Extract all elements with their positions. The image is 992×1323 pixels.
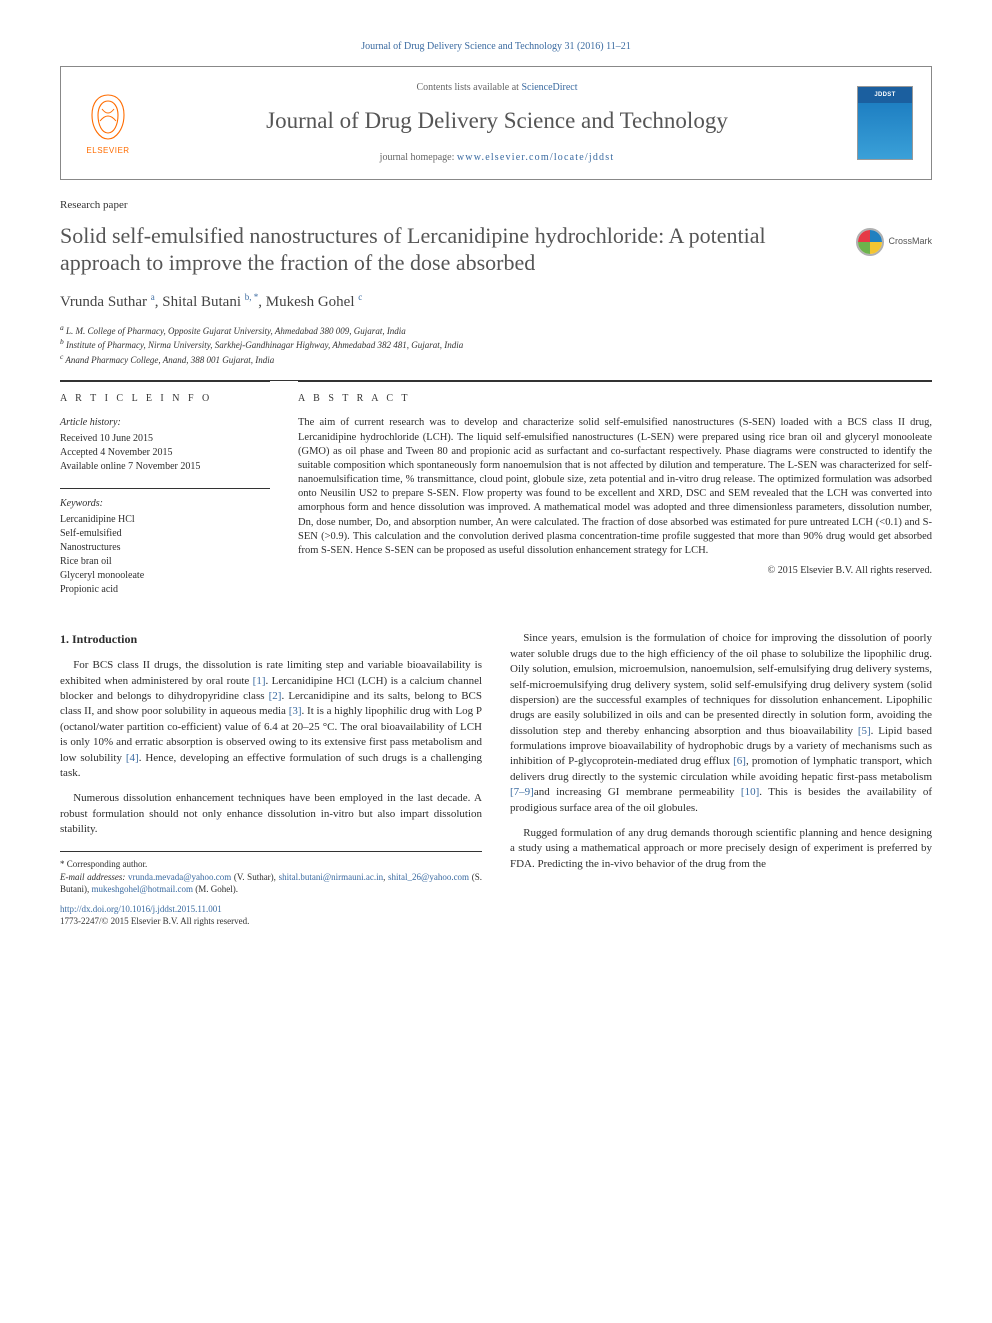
intro-paragraph-3: Since years, emulsion is the formulation… <box>510 631 932 816</box>
crossmark-icon <box>856 228 884 256</box>
intro-paragraph-4: Rugged formulation of any drug demands t… <box>510 826 932 872</box>
abstract-text: The aim of current research was to devel… <box>298 416 932 558</box>
body-column-right: Since years, emulsion is the formulation… <box>510 631 932 928</box>
ref-link-7-9[interactable]: [7–9] <box>510 786 534 798</box>
text-run: (V. Suthar), <box>231 872 278 882</box>
article-history: Received 10 June 2015Accepted 4 November… <box>60 432 270 474</box>
crossmark-label: CrossMark <box>888 235 932 248</box>
article-info-heading: A R T I C L E I N F O <box>60 392 270 406</box>
ref-link-10[interactable]: [10] <box>741 786 759 798</box>
keywords-label: Keywords: <box>60 497 270 511</box>
journal-homepage-link[interactable]: www.elsevier.com/locate/jddst <box>457 152 614 163</box>
footnotes-block: * Corresponding author. E-mail addresses… <box>60 851 482 894</box>
keywords-list: Lercanidipine HClSelf-emulsifiedNanostru… <box>60 513 270 597</box>
history-label: Article history: <box>60 416 270 430</box>
text-run: (M. Gohel). <box>193 884 238 894</box>
journal-reference: Journal of Drug Delivery Science and Tec… <box>60 40 932 54</box>
sciencedirect-link[interactable]: ScienceDirect <box>521 82 577 93</box>
ref-link-6[interactable]: [6] <box>733 755 746 767</box>
article-title: Solid self-emulsified nanostructures of … <box>60 222 842 277</box>
journal-cover-thumbnail: JDDST <box>857 86 913 160</box>
body-column-left: 1. Introduction For BCS class II drugs, … <box>60 631 482 928</box>
contents-prefix: Contents lists available at <box>416 82 521 93</box>
doi-link[interactable]: http://dx.doi.org/10.1016/j.jddst.2015.1… <box>60 904 222 914</box>
homepage-prefix: journal homepage: <box>380 152 457 163</box>
journal-cover-label: JDDST <box>874 91 895 99</box>
journal-title: Journal of Drug Delivery Science and Tec… <box>155 105 839 137</box>
abstract-heading: A B S T R A C T <box>298 392 932 406</box>
article-info-column: A R T I C L E I N F O Article history: R… <box>60 381 270 597</box>
email-link-1[interactable]: vrunda.mevada@yahoo.com <box>128 872 231 882</box>
body-columns: 1. Introduction For BCS class II drugs, … <box>60 631 932 928</box>
ref-link-1[interactable]: [1] <box>253 675 266 687</box>
intro-paragraph-1: For BCS class II drugs, the dissolution … <box>60 658 482 781</box>
elsevier-logo: ELSEVIER <box>79 87 137 159</box>
email-link-2[interactable]: shital.butani@nirmauni.ac.in <box>279 872 384 882</box>
affiliations: a L. M. College of Pharmacy, Opposite Gu… <box>60 323 932 367</box>
ref-link-2[interactable]: [2] <box>269 690 282 702</box>
intro-paragraph-2: Numerous dissolution enhancement techniq… <box>60 791 482 837</box>
authors-line: Vrunda Suthar a, Shital Butani b, *, Muk… <box>60 291 932 313</box>
ref-link-5[interactable]: [5] <box>858 725 871 737</box>
copyright-line: © 2015 Elsevier B.V. All rights reserved… <box>298 564 932 578</box>
corresponding-author: * Corresponding author. <box>60 858 482 870</box>
elsevier-label: ELSEVIER <box>86 145 129 156</box>
email-link-4[interactable]: mukeshgohel@hotmail.com <box>92 884 194 894</box>
article-type: Research paper <box>60 198 932 213</box>
section-1-title: 1. Introduction <box>60 631 482 648</box>
text-run: and increasing GI membrane permeability <box>534 786 741 798</box>
contents-lists-line: Contents lists available at ScienceDirec… <box>155 81 839 95</box>
doi-line: http://dx.doi.org/10.1016/j.jddst.2015.1… <box>60 903 482 916</box>
emails-label: E-mail addresses: <box>60 872 125 882</box>
issn-copyright-line: 1773-2247/© 2015 Elsevier B.V. All right… <box>60 915 482 928</box>
ref-link-4[interactable]: [4] <box>126 752 139 764</box>
info-divider <box>60 488 270 489</box>
abstract-column: A B S T R A C T The aim of current resea… <box>298 381 932 597</box>
crossmark-badge[interactable]: CrossMark <box>856 228 932 256</box>
ref-link-3[interactable]: [3] <box>289 705 302 717</box>
journal-homepage-line: journal homepage: www.elsevier.com/locat… <box>155 151 839 165</box>
journal-masthead: ELSEVIER Contents lists available at Sci… <box>60 66 932 180</box>
email-addresses: E-mail addresses: vrunda.mevada@yahoo.co… <box>60 871 482 895</box>
text-run: Since years, emulsion is the formulation… <box>510 632 932 736</box>
email-link-3[interactable]: shital_26@yahoo.com <box>388 872 469 882</box>
